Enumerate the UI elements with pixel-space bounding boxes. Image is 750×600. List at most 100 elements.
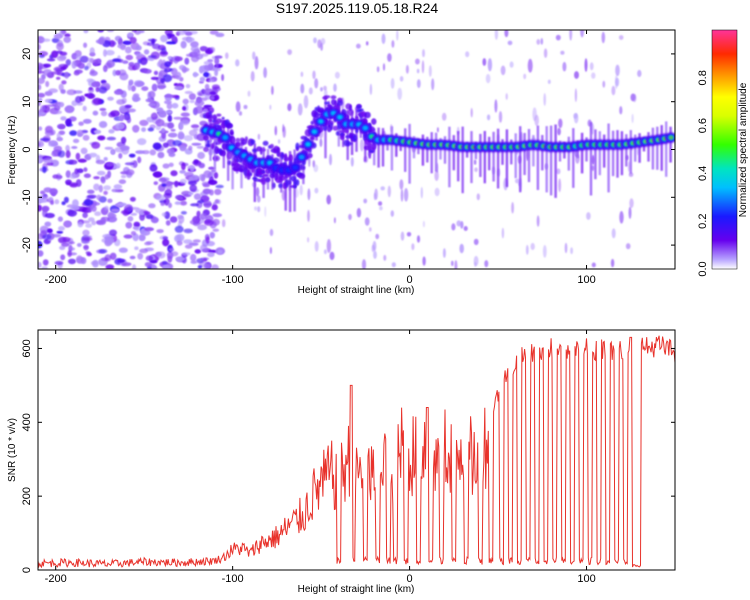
heatmap-cell <box>90 68 95 74</box>
heatmap-cell <box>252 51 256 60</box>
heatmap-cell <box>486 114 491 121</box>
heatmap-cell <box>110 208 120 213</box>
heatmap-cell <box>127 32 134 38</box>
heatmap-streak <box>598 131 601 176</box>
y-tick-label: 200 <box>21 487 33 505</box>
heatmap-streak <box>452 135 455 171</box>
heatmap-cell <box>356 104 362 109</box>
heatmap-cell <box>119 145 130 151</box>
y-tick-label: -10 <box>21 189 33 205</box>
snr-series-line <box>38 335 675 569</box>
heatmap-cell <box>64 105 75 114</box>
heatmap-cell <box>65 150 71 159</box>
heatmap-cell <box>611 228 616 239</box>
heatmap-cell <box>161 122 171 127</box>
heatmap-cell <box>68 241 75 245</box>
heatmap-ridge-cell <box>236 151 239 154</box>
heatmap-cell <box>150 112 158 120</box>
heatmap-cell <box>70 205 80 211</box>
heatmap-cell <box>42 206 49 212</box>
heatmap-cell <box>179 64 186 71</box>
heatmap-cell <box>264 177 271 183</box>
heatmap-cell <box>65 170 71 179</box>
heatmap-cell <box>574 71 579 79</box>
heatmap-cell <box>98 184 104 193</box>
heatmap-cell <box>400 231 405 241</box>
heatmap-cell <box>148 203 156 209</box>
heatmap-cell <box>269 143 274 149</box>
heatmap-cell <box>189 165 195 172</box>
heatmap-cell <box>221 219 226 228</box>
heatmap-ridge-cell <box>243 154 246 157</box>
heatmap-cell <box>67 209 77 217</box>
heatmap-cell <box>189 184 197 193</box>
heatmap-cell <box>400 189 404 202</box>
heatmap-cell <box>434 170 439 181</box>
heatmap-cell <box>509 61 514 68</box>
heatmap-cell <box>44 130 54 136</box>
heatmap-ridge-cell <box>332 112 335 115</box>
heatmap-cell <box>226 123 233 129</box>
heatmap-streak <box>607 123 610 193</box>
heatmap-cell <box>104 174 109 180</box>
heatmap-cell <box>42 259 49 266</box>
heatmap-cell <box>149 164 158 172</box>
snr-xlabel: Height of straight line (km) <box>298 584 415 595</box>
snr-ylabel: SNR (10 * v/v) <box>7 418 18 482</box>
heatmap-cell <box>320 38 326 45</box>
heatmap-cell <box>329 122 334 131</box>
heatmap-cell <box>332 125 339 131</box>
heatmap-cell <box>211 84 220 90</box>
heatmap-cell <box>375 233 380 240</box>
heatmap-cell <box>298 173 306 180</box>
heatmap-cell <box>107 215 118 223</box>
heatmap-cell <box>164 94 174 98</box>
heatmap-cell <box>547 79 551 85</box>
heatmap-cell <box>97 135 106 141</box>
heatmap-cell <box>197 265 203 269</box>
heatmap-cell <box>380 186 386 191</box>
heatmap-cell <box>456 220 462 227</box>
heatmap-cell <box>532 107 537 121</box>
heatmap-streak <box>634 134 637 162</box>
heatmap-cell <box>160 202 165 206</box>
heatmap-cell <box>312 70 316 80</box>
heatmap-cell <box>190 253 197 262</box>
heatmap-cell <box>249 172 253 176</box>
heatmap-cell <box>38 51 48 57</box>
heatmap-cell <box>556 168 561 175</box>
heatmap-cell <box>61 80 67 85</box>
heatmap-cell <box>109 229 117 236</box>
heatmap-cell <box>170 251 179 257</box>
heatmap-cell <box>421 60 425 74</box>
heatmap-cell <box>180 211 187 215</box>
heatmap-cell <box>536 39 541 45</box>
heatmap-cell <box>162 163 170 169</box>
heatmap-cell <box>130 231 137 236</box>
heatmap-streak <box>408 123 411 184</box>
heatmap-cell <box>276 146 281 154</box>
heatmap-cell <box>379 206 383 211</box>
heatmap-streak <box>532 135 535 167</box>
heatmap-cell <box>81 220 91 224</box>
colorbar-label: Normalized spectral amplitude <box>738 82 749 217</box>
heatmap-streak <box>404 128 407 172</box>
heatmap-cell <box>487 58 493 72</box>
heatmap-cell <box>161 212 167 217</box>
heatmap-cell <box>104 254 112 262</box>
heatmap-cell <box>41 266 48 269</box>
heatmap-cell <box>326 194 332 205</box>
heatmap-cell <box>120 136 127 144</box>
heatmap-cell <box>135 150 146 155</box>
heatmap-streak <box>669 126 672 163</box>
heatmap-cell <box>279 175 286 181</box>
heatmap-cell <box>162 260 168 266</box>
heatmap-cell <box>349 104 352 111</box>
heatmap-cell <box>323 249 327 255</box>
heatmap-cell <box>336 100 343 106</box>
heatmap-cell <box>470 107 473 118</box>
heatmap-cell <box>152 172 162 177</box>
heatmap-cell <box>128 64 135 71</box>
heatmap-cell <box>359 139 364 152</box>
heatmap-cell <box>361 259 367 269</box>
